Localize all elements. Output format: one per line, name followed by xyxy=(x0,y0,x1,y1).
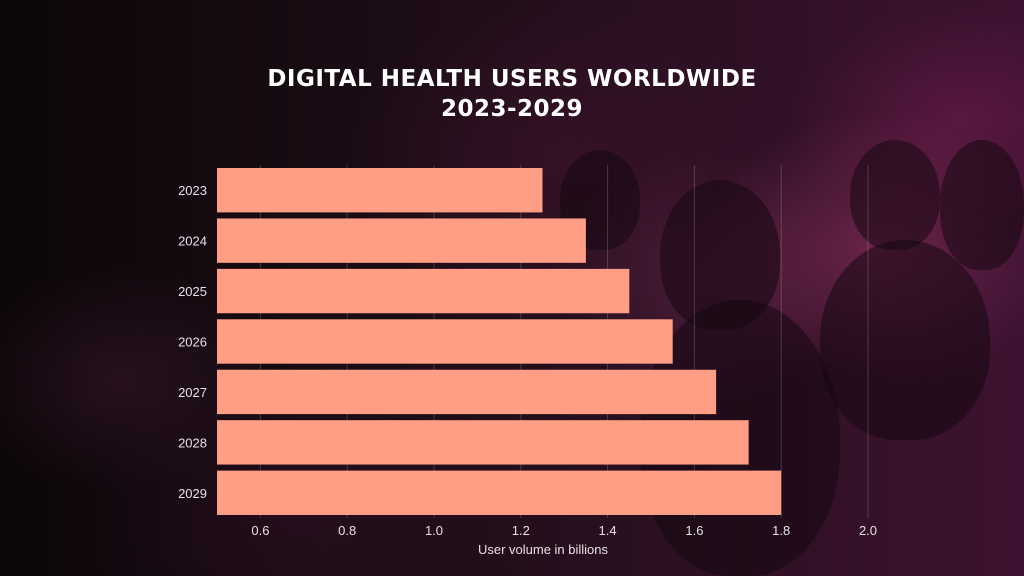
chart-subtitle: 2023-2029 xyxy=(440,96,584,122)
bar-2028 xyxy=(217,420,749,465)
category-label-2024: 2024 xyxy=(178,234,207,249)
category-label-2029: 2029 xyxy=(178,486,207,501)
category-label-2026: 2026 xyxy=(178,335,207,350)
category-label-2027: 2027 xyxy=(178,385,207,400)
bar-2025 xyxy=(217,268,630,314)
x-tick-label: 1.8 xyxy=(772,523,790,538)
x-tick-label: 1.4 xyxy=(599,523,617,538)
x-tick-label: 0.8 xyxy=(338,523,356,538)
category-label-2025: 2025 xyxy=(178,284,207,299)
bar-2026 xyxy=(217,319,673,364)
x-tick-label: 1.0 xyxy=(425,523,443,538)
bar-2029 xyxy=(217,470,782,515)
category-label-2028: 2028 xyxy=(178,435,207,450)
bar-2023 xyxy=(217,168,543,213)
x-tick-label: 1.2 xyxy=(512,523,530,538)
bar-2024 xyxy=(217,218,586,263)
x-tick-label: 1.6 xyxy=(685,523,703,538)
x-axis-title: User volume in billions xyxy=(478,542,609,557)
x-tick-labels: 0.6 0.8 1.0 1.2 1.4 1.6 1.8 2.0 xyxy=(251,523,877,538)
bars xyxy=(217,168,782,515)
chart-title: DIGITAL HEALTH USERS WORLDWIDE xyxy=(267,66,757,92)
x-tick-label: 0.6 xyxy=(251,523,269,538)
category-label-2023: 2023 xyxy=(178,183,207,198)
bar-2027 xyxy=(217,369,717,415)
x-tick-label: 2.0 xyxy=(859,523,877,538)
category-labels: 2023 2024 2025 2026 2027 2028 2029 xyxy=(178,183,207,501)
